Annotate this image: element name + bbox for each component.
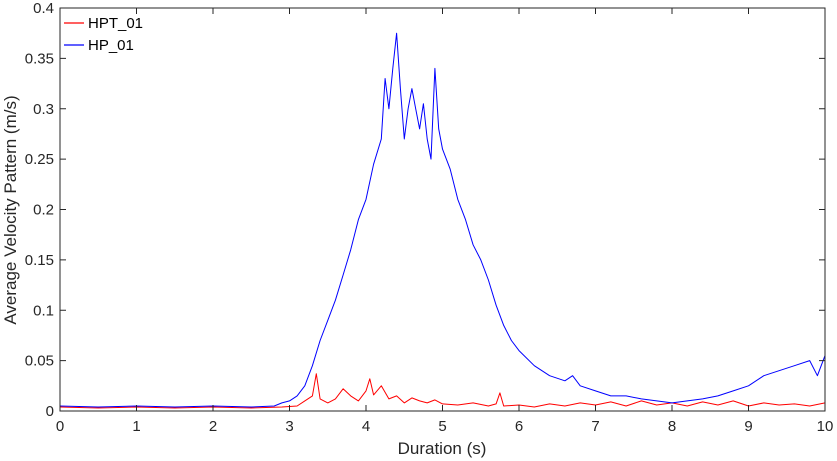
y-tick-label: 0.4 — [33, 0, 54, 17]
y-tick-label: 0.25 — [25, 151, 54, 168]
x-tick-label: 8 — [668, 418, 676, 435]
y-tick-label: 0.1 — [33, 302, 54, 319]
x-tick-label: 2 — [209, 418, 217, 435]
legend-label-hp-01: HP_01 — [88, 37, 134, 54]
series-line-hp-01 — [59, 32, 826, 408]
ticks-layer: 0 1 2 3 4 5 6 7 8 9 10 0 0.05 0.1 0.15 0.2 0.25 0.3 0.35 0.… — [25, 0, 834, 435]
series-line-hpt-01 — [59, 373, 826, 409]
x-tick-label: 10 — [817, 418, 834, 435]
legend: HPT_01 HP_01 — [64, 15, 143, 54]
y-tick-label: 0.35 — [25, 50, 54, 67]
y-tick-label: 0.15 — [25, 252, 54, 269]
series-layer — [59, 32, 826, 409]
x-axis-title: Duration (s) — [398, 439, 487, 458]
y-tick-label: 0.3 — [33, 101, 54, 118]
y-tick-label: 0 — [46, 403, 54, 420]
x-tick-label: 3 — [285, 418, 293, 435]
y-axis-title: Average Velocity Pattern (m/s) — [1, 95, 20, 324]
x-tick-label: 6 — [515, 418, 523, 435]
y-tick-label: 0.2 — [33, 202, 54, 219]
x-tick-label: 4 — [362, 418, 370, 435]
x-tick-label: 1 — [132, 418, 140, 435]
x-tick-label: 0 — [56, 418, 64, 435]
legend-label-hpt-01: HPT_01 — [88, 15, 143, 32]
x-tick-label: 9 — [744, 418, 752, 435]
y-tick-label: 0.05 — [25, 353, 54, 370]
x-tick-label: 5 — [438, 418, 446, 435]
plot-area — [60, 8, 825, 411]
x-tick-label: 7 — [591, 418, 599, 435]
